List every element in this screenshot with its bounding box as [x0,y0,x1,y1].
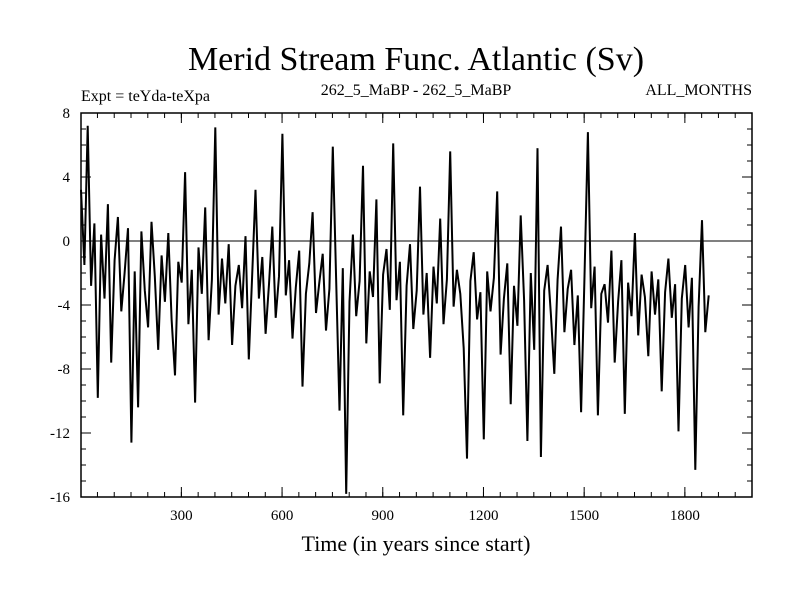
months-label: ALL_MONTHS [645,82,752,99]
y-tick-label: -4 [58,298,71,314]
series-line [80,125,710,494]
experiment-label: Expt = teYda-teXpa [81,88,210,105]
axis-tick-labels: 300 600 900 1200 1500 1800 8 4 0 -4 -8 -12 -16 [50,106,700,524]
x-tick-label: 1500 [569,508,599,524]
plot-frame [80,112,753,498]
x-tick-label: 1200 [468,508,498,524]
y-tick-label: 8 [63,106,71,122]
period-label: 262_5_MaBP - 262_5_MaBP [321,82,512,99]
y-tick-label: 4 [63,170,71,186]
x-tick-label: 900 [372,508,395,524]
y-tick-label: -16 [50,490,70,506]
x-tick-label: 600 [271,508,294,524]
axis-ticks [81,112,752,498]
y-tick-label: -12 [50,426,70,442]
x-tick-label: 1800 [670,508,700,524]
x-axis-label: Time (in years since start) [302,531,531,556]
chart-title: Merid Stream Func. Atlantic (Sv) [188,41,644,78]
y-tick-label: -8 [58,362,71,378]
y-tick-label: 0 [63,234,71,250]
x-tick-label: 300 [170,508,193,524]
